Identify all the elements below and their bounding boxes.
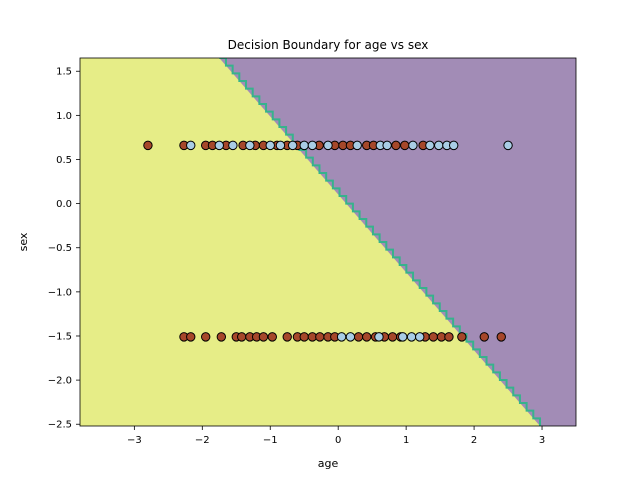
- y-tick-label: 1.5: [56, 67, 72, 78]
- x-tick-label: −3: [127, 435, 142, 446]
- point-class_0: [336, 332, 347, 342]
- decision-boundary-line: [219, 58, 541, 426]
- point-class_0: [374, 332, 384, 342]
- point-class_0: [245, 140, 255, 151]
- point-class_1: [216, 332, 227, 342]
- x-tick-label: −2: [195, 435, 210, 446]
- y-tick-label: −2.5: [48, 420, 72, 431]
- x-axis: −3 −2 −1 0 1 2 3: [127, 426, 545, 446]
- point-class_1: [428, 332, 439, 342]
- point-class_0: [265, 140, 275, 151]
- chart-title: Decision Boundary for age vs sex: [228, 38, 429, 52]
- point-class_0: [186, 140, 196, 151]
- y-tick-label: −2.0: [48, 376, 72, 387]
- y-tick-label: 0.5: [56, 155, 72, 166]
- point-class_1: [282, 332, 292, 342]
- point-class_0: [228, 140, 238, 151]
- y-tick-label: −0.5: [48, 243, 72, 254]
- point-class_0: [275, 140, 286, 151]
- point-class_1: [143, 140, 153, 151]
- point-class_1: [258, 332, 269, 342]
- point-class_0: [214, 140, 224, 151]
- point-class_0: [425, 140, 435, 151]
- point-class_1: [315, 332, 325, 342]
- point-class_1: [444, 332, 454, 342]
- x-axis-label: age: [318, 457, 339, 470]
- y-axis-label: sex: [17, 232, 30, 251]
- plot-area: [80, 58, 576, 426]
- point-class_0: [352, 140, 362, 151]
- point-class_0: [408, 140, 418, 151]
- point-class_0: [299, 140, 309, 151]
- point-class_1: [391, 140, 401, 151]
- y-axis: −2.5 −2.0 −1.5 −1.0 −0.5 0.0 0.5 1.0 1.5: [48, 67, 80, 431]
- point-class_0: [406, 332, 417, 342]
- x-tick-label: 0: [335, 435, 341, 446]
- point-class_0: [307, 140, 318, 151]
- point-class_0: [398, 332, 408, 342]
- point-class_1: [400, 140, 410, 151]
- point-class_0: [448, 140, 459, 151]
- point-class_0: [503, 140, 513, 151]
- plot-frame: [79, 57, 577, 427]
- point-class_1: [362, 332, 372, 342]
- point-class_0: [287, 140, 298, 151]
- x-tick-label: −1: [263, 435, 278, 446]
- point-class_0: [382, 140, 392, 151]
- point-class_0: [345, 332, 356, 342]
- x-tick-label: 3: [539, 435, 545, 446]
- y-tick-label: 0.0: [56, 199, 72, 210]
- x-tick-label: 2: [471, 435, 477, 446]
- point-class_1: [457, 332, 467, 342]
- point-class_0: [415, 332, 425, 342]
- point-class_1: [387, 332, 398, 342]
- y-tick-label: 1.0: [56, 111, 72, 122]
- point-class_1: [496, 332, 506, 342]
- x-tick-label: 1: [403, 435, 409, 446]
- series-class_0: [186, 140, 513, 342]
- point-class_1: [353, 332, 364, 342]
- point-class_1: [299, 332, 309, 342]
- point-class_0: [323, 140, 333, 151]
- point-class_0: [434, 140, 444, 151]
- point-class_1: [479, 332, 489, 342]
- y-tick-label: −1.5: [48, 331, 72, 342]
- y-tick-label: −1.0: [48, 287, 72, 298]
- point-class_1: [237, 332, 247, 342]
- point-class_1: [186, 332, 196, 342]
- point-class_1: [200, 332, 211, 342]
- point-class_1: [267, 332, 277, 342]
